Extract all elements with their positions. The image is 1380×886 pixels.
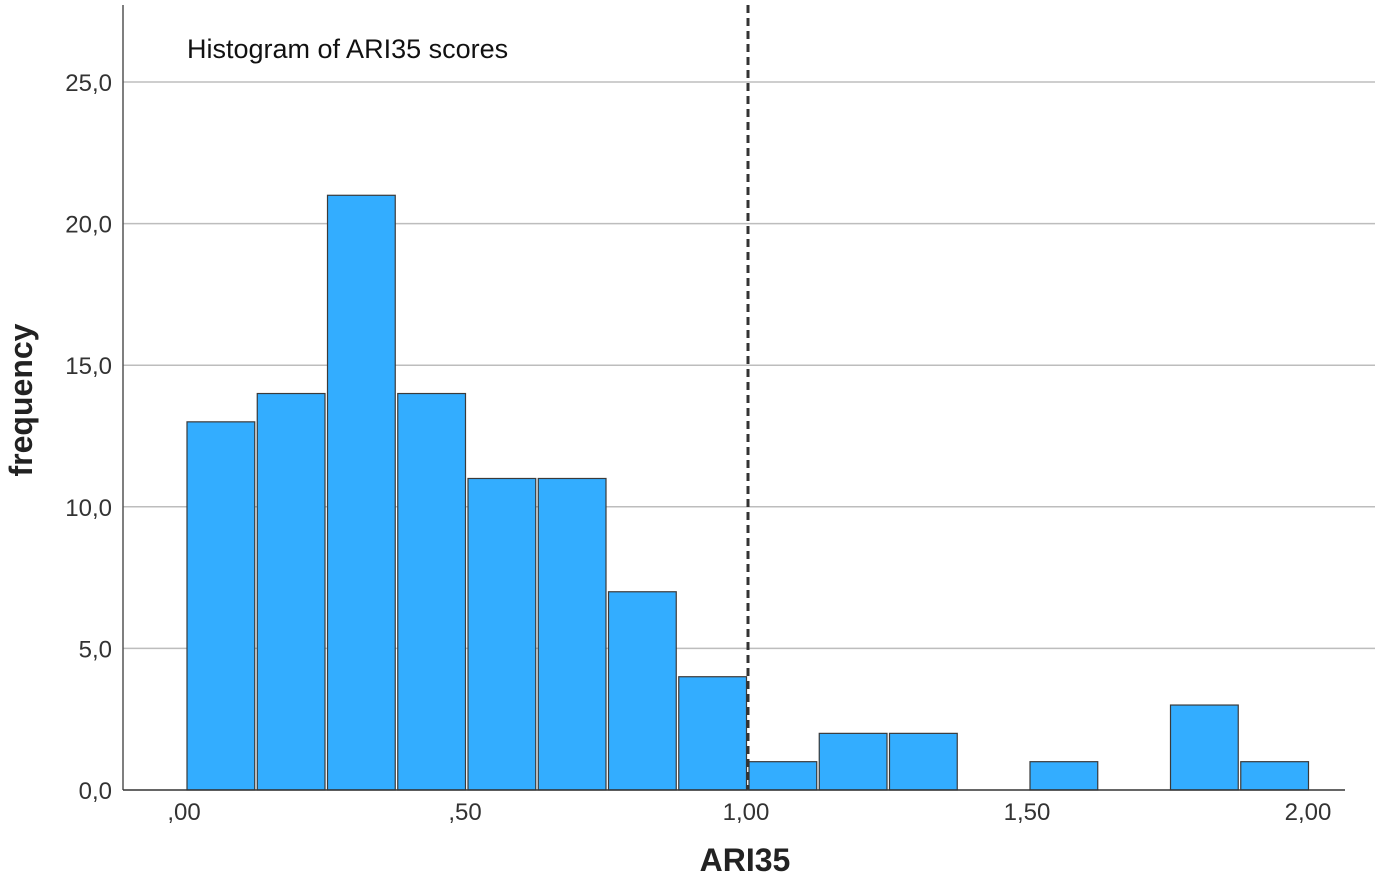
chart-title: Histogram of ARI35 scores (187, 34, 508, 64)
x-tick-labels: ,00 ,50 1,00 1,50 2,00 (167, 799, 1331, 826)
x-tick-label: ,50 (448, 799, 481, 826)
y-tick-label: 0,0 (79, 778, 112, 805)
histogram-bar (537, 477, 607, 791)
bars (186, 194, 1310, 791)
histogram-bar (888, 732, 958, 791)
histogram-bar (326, 194, 396, 791)
histogram-bar (748, 761, 818, 791)
x-tick-label: ,00 (167, 799, 200, 826)
histogram-bar (1029, 761, 1099, 791)
histogram-bar (1240, 761, 1310, 791)
y-tick-label: 25,0 (65, 70, 112, 97)
x-tick-label: 2,00 (1285, 799, 1332, 826)
histogram-bar (607, 591, 677, 791)
y-tick-label: 10,0 (65, 495, 112, 522)
histogram-bar (397, 392, 467, 791)
x-tick-label: 1,00 (723, 799, 770, 826)
histogram-bar (818, 732, 888, 791)
y-axis-label: frequency (3, 323, 39, 476)
x-tick-label: 1,50 (1004, 799, 1051, 826)
histogram-bar (186, 421, 256, 791)
histogram-bar (467, 477, 537, 791)
histogram-bar (256, 392, 326, 791)
histogram-bar (678, 676, 748, 791)
x-axis-label: ARI35 (700, 842, 791, 878)
histogram-bar (1169, 704, 1239, 791)
y-tick-labels: 0,0 5,0 10,0 15,0 20,0 25,0 (65, 70, 112, 805)
y-tick-label: 20,0 (65, 212, 112, 239)
y-tick-label: 15,0 (65, 353, 112, 380)
y-tick-label: 5,0 (79, 636, 112, 663)
